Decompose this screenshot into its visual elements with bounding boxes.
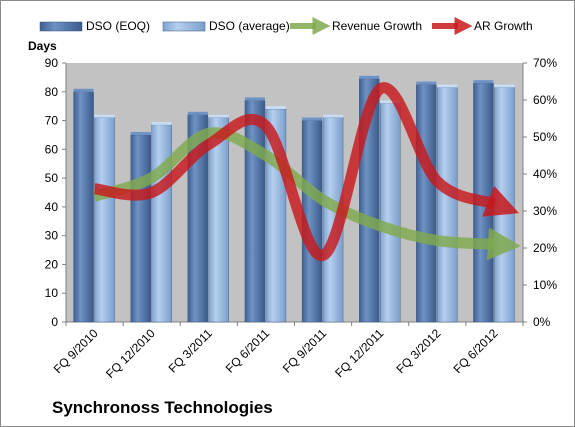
legend-swatch-dso-eoq [39, 21, 83, 32]
y-left-axis-title: Days [28, 39, 57, 53]
bar-top-dso-eoq [244, 97, 265, 101]
y-left-tick-label: 0 [51, 315, 58, 329]
y-left-tick-label: 80 [45, 85, 59, 99]
bar-dso-eoq [130, 134, 151, 323]
x-tick-label: FQ 3/2011 [166, 326, 216, 376]
y-right-tick-label: 20% [533, 241, 557, 255]
bar-dso-eoq [416, 84, 437, 323]
bar-dso-average [494, 87, 515, 323]
y-right-tick-label: 70% [533, 56, 557, 70]
legend-label-ar-growth: AR Growth [474, 19, 533, 33]
bar-top-dso-average [151, 121, 172, 125]
legend-label-dso-average: DSO (average) [209, 19, 290, 33]
y-left-tick-label: 60 [45, 142, 59, 156]
x-tick-label: FQ 12/2010 [103, 326, 158, 381]
bar-top-dso-eoq [416, 81, 437, 85]
y-left-tick-label: 50 [45, 171, 59, 185]
y-left-tick-label: 10 [45, 286, 59, 300]
bar-dso-average [94, 117, 115, 323]
line-ar-growth [93, 82, 520, 261]
bar-top-dso-eoq [130, 131, 151, 135]
bar-top-dso-average [437, 84, 458, 88]
bar-dso-eoq [244, 100, 266, 323]
legend: DSO (EOQ) DSO (average) Revenue Growth AR G… [39, 17, 533, 35]
legend-label-revenue-growth: Revenue Growth [332, 19, 422, 33]
bar-dso-average [379, 103, 401, 323]
bar-top-dso-average [323, 114, 344, 118]
bar-top-dso-average [208, 114, 229, 118]
x-tick-label: FQ 6/2012 [451, 326, 501, 376]
bar-top-dso-eoq [473, 80, 494, 84]
y-left-tick-label: 90 [45, 56, 59, 70]
bar-top-dso-eoq [187, 111, 208, 115]
bar-top-dso-eoq [359, 75, 380, 79]
y-left-tick-label: 20 [45, 257, 59, 271]
y-right-tick-label: 60% [533, 93, 557, 107]
bar-top-dso-eoq [73, 88, 94, 92]
y-right-tick-label: 0% [533, 315, 551, 329]
y-left-tick-label: 30 [45, 229, 59, 243]
legend-swatch-dso-average [162, 21, 206, 32]
y-right-tick-label: 40% [533, 167, 557, 181]
bar-top-dso-average [265, 106, 286, 110]
bar-top-dso-average [94, 114, 115, 118]
y-left-tick-label: 40 [45, 200, 59, 214]
bar-top-dso-eoq [302, 117, 323, 121]
bar-dso-eoq [73, 91, 94, 323]
bar-dso-average [437, 87, 458, 323]
bar-dso-average [151, 124, 172, 323]
x-tick-label: FQ 9/2011 [280, 326, 330, 376]
x-tick-label: FQ 9/2010 [51, 326, 101, 376]
bar-top-dso-average [380, 100, 401, 104]
y-right-tick-label: 10% [533, 278, 557, 292]
legend-label-dso-eoq: DSO (EOQ) [86, 19, 150, 33]
company-name: Synchronoss Technologies [52, 398, 273, 417]
x-tick-label: FQ 6/2011 [223, 326, 273, 376]
bar-top-dso-average [494, 84, 515, 88]
y-left-tick-label: 70 [45, 114, 59, 128]
x-tick-label: FQ 12/2011 [332, 326, 386, 380]
x-tick-label: FQ 3/2012 [393, 326, 443, 376]
y-right-tick-label: 50% [533, 130, 557, 144]
y-right-tick-label: 30% [533, 204, 557, 218]
plot-area: 0 10 20 30 40 50 60 70 80 90 0% 10% 20% 30% 40% 50% 60% 7… [28, 39, 557, 381]
